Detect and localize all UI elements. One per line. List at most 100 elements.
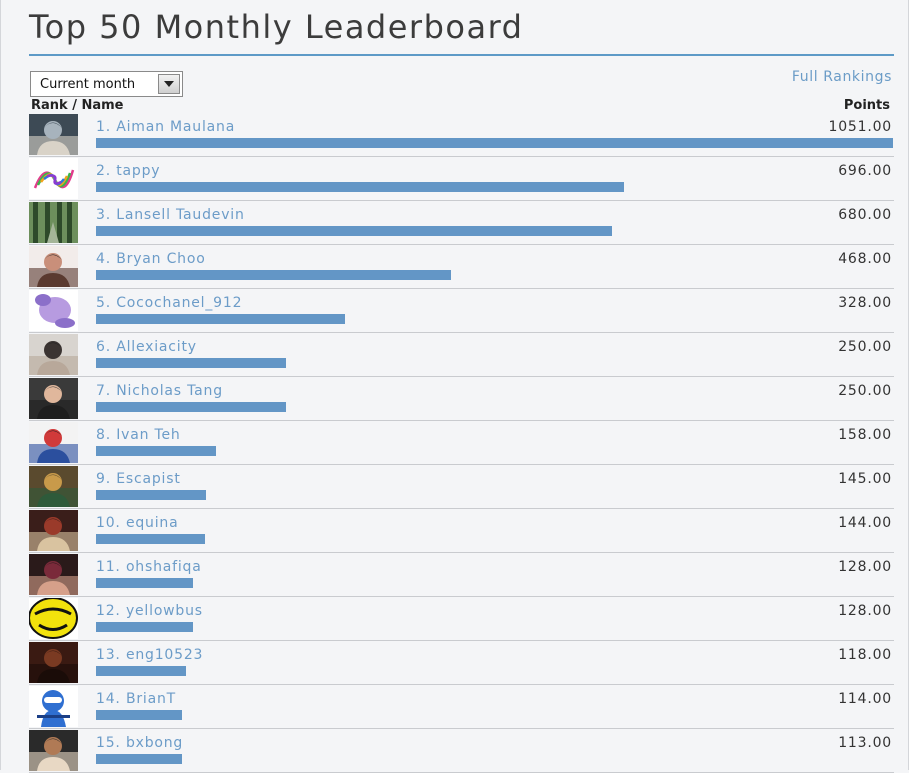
points-bar (96, 666, 186, 676)
member-name-link[interactable]: 1. Aiman Maulana (96, 119, 235, 135)
points-value: 118.00 (838, 647, 892, 663)
points-bar-track (96, 754, 893, 764)
points-bar-track (96, 226, 893, 236)
avatar[interactable] (29, 290, 78, 331)
member-name-link[interactable]: 13. eng10523 (96, 647, 203, 663)
member-name: Allexiacity (116, 339, 197, 355)
colorful-doodle-icon (29, 158, 78, 199)
period-select-value: Current month (40, 76, 136, 92)
column-header-points: Points (843, 98, 890, 113)
avatar[interactable] (29, 642, 78, 683)
points-bar-track (96, 358, 893, 368)
leaderboard-row[interactable]: 3. Lansell Taudevin 680.00 (29, 201, 894, 245)
leaderboard-row[interactable]: 2. tappy 696.00 (29, 157, 894, 201)
member-name: BrianT (125, 691, 176, 707)
member-name-link[interactable]: 9. Escapist (96, 471, 181, 487)
member-name: equina (125, 515, 179, 531)
leaderboard-row[interactable]: 9. Escapist 145.00 (29, 465, 894, 509)
ninja-icon (29, 686, 78, 727)
member-name-link[interactable]: 15. bxbong (96, 735, 183, 751)
rank-number: 1. (96, 119, 111, 135)
points-bar-track (96, 138, 893, 148)
member-name-link[interactable]: 5. Cocochanel_912 (96, 295, 242, 311)
points-bar (96, 226, 612, 236)
rank-number: 5. (96, 295, 111, 311)
leaderboard-row[interactable]: 7. Nicholas Tang 250.00 (29, 377, 894, 421)
member-name-link[interactable]: 6. Allexiacity (96, 339, 197, 355)
avatar[interactable] (29, 422, 78, 463)
avatar[interactable] (29, 730, 78, 771)
points-bar (96, 490, 206, 500)
member-name: Nicholas Tang (116, 383, 223, 399)
rank-number: 14. (96, 691, 121, 707)
points-bar (96, 138, 893, 148)
leaderboard-row[interactable]: 1. Aiman Maulana 1051.00 (29, 113, 894, 157)
member-name: Cocochanel_912 (116, 295, 243, 311)
avatar[interactable] (29, 334, 78, 375)
photo-icon (29, 422, 78, 463)
avatar[interactable] (29, 114, 78, 155)
rank-number: 2. (96, 163, 111, 179)
member-name-link[interactable]: 10. equina (96, 515, 178, 531)
member-name: yellowbus (125, 603, 203, 619)
member-name-link[interactable]: 4. Bryan Choo (96, 251, 206, 267)
leaderboard-row[interactable]: 15. bxbong 113.00 (29, 729, 894, 773)
member-name-link[interactable]: 14. BrianT (96, 691, 176, 707)
avatar[interactable] (29, 554, 78, 595)
photo-icon (29, 466, 78, 507)
avatar[interactable] (29, 378, 78, 419)
leaderboard-row[interactable]: 13. eng10523 118.00 (29, 641, 894, 685)
avatar[interactable] (29, 202, 78, 243)
avatar[interactable] (29, 466, 78, 507)
member-name-link[interactable]: 3. Lansell Taudevin (96, 207, 245, 223)
full-rankings-link[interactable]: Full Rankings (791, 69, 892, 85)
member-name-link[interactable]: 8. Ivan Teh (96, 427, 181, 443)
member-name-link[interactable]: 12. yellowbus (96, 603, 203, 619)
period-select[interactable]: Current month (30, 71, 183, 97)
points-bar-track (96, 534, 893, 544)
points-bar-track (96, 622, 893, 632)
points-value: 128.00 (838, 559, 892, 575)
chevron-down-icon (164, 81, 174, 87)
page-title: Top 50 Monthly Leaderboard (29, 8, 524, 46)
leaderboard-row[interactable]: 5. Cocochanel_912 328.00 (29, 289, 894, 333)
leaderboard-row[interactable]: 10. equina 144.00 (29, 509, 894, 553)
member-name-link[interactable]: 11. ohshafiqa (96, 559, 202, 575)
points-bar-track (96, 446, 893, 456)
photo-icon (29, 510, 78, 551)
rank-number: 13. (96, 647, 121, 663)
points-bar-track (96, 314, 893, 324)
points-bar-track (96, 490, 893, 500)
cartoon-icon (29, 290, 78, 331)
rank-number: 11. (96, 559, 121, 575)
rank-number: 12. (96, 603, 121, 619)
period-select-button[interactable] (158, 74, 180, 94)
avatar[interactable] (29, 510, 78, 551)
points-bar (96, 314, 345, 324)
forest-photo-icon (29, 202, 78, 243)
photo-icon (29, 378, 78, 419)
leaderboard-row[interactable]: 12. yellowbus 128.00 (29, 597, 894, 641)
avatar[interactable] (29, 246, 78, 287)
points-value: 328.00 (838, 295, 892, 311)
points-bar (96, 578, 194, 588)
leaderboard-row[interactable]: 4. Bryan Choo 468.00 (29, 245, 894, 289)
rank-number: 10. (96, 515, 121, 531)
member-name-link[interactable]: 7. Nicholas Tang (96, 383, 223, 399)
photo-icon (29, 334, 78, 375)
avatar[interactable] (29, 598, 78, 639)
yellow-logo-icon (29, 598, 78, 639)
avatar[interactable] (29, 158, 78, 199)
title-divider (29, 54, 894, 56)
leaderboard-row[interactable]: 11. ohshafiqa 128.00 (29, 553, 894, 597)
rank-number: 6. (96, 339, 111, 355)
photo-icon (29, 246, 78, 287)
member-name: eng10523 (125, 647, 204, 663)
leaderboard-row[interactable]: 14. BrianT 114.00 (29, 685, 894, 729)
photo-icon (29, 114, 78, 155)
leaderboard-row[interactable]: 6. Allexiacity 250.00 (29, 333, 894, 377)
member-name-link[interactable]: 2. tappy (96, 163, 160, 179)
avatar[interactable] (29, 686, 78, 727)
points-value: 145.00 (838, 471, 892, 487)
leaderboard-row[interactable]: 8. Ivan Teh 158.00 (29, 421, 894, 465)
